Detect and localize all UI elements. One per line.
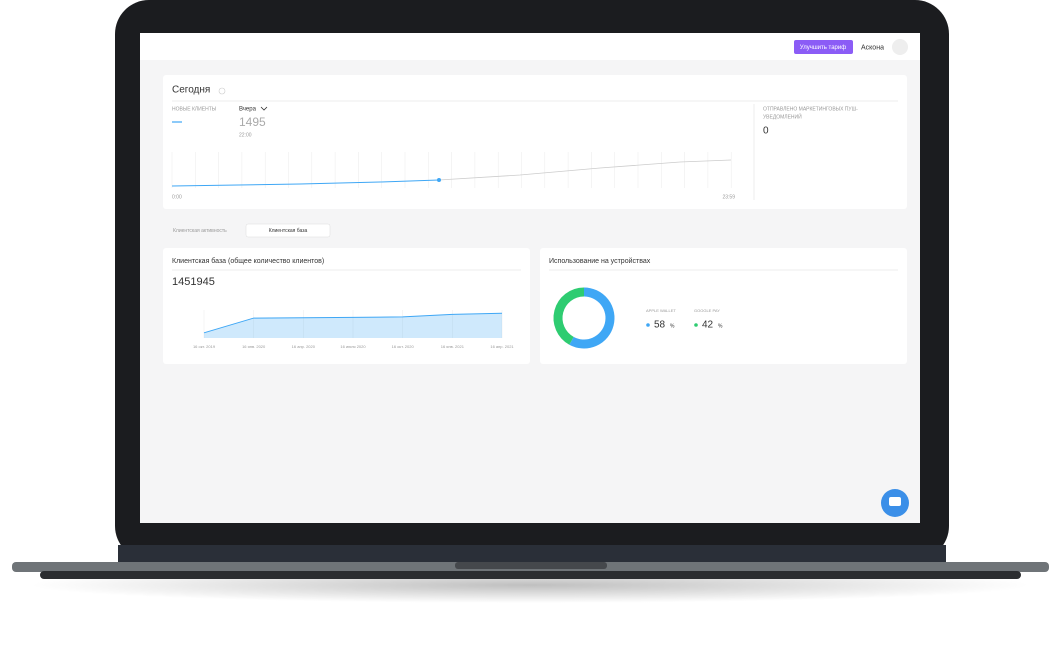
value: 1495 xyxy=(239,115,266,129)
area xyxy=(204,313,502,338)
upgrade-button[interactable] xyxy=(794,40,853,54)
push-label: УВЕДОМЛЕНИЙ xyxy=(763,112,802,120)
label: НОВЫЕ КЛИЕНТЫ xyxy=(172,106,217,112)
x-tick-label: 16 апр. 2020 xyxy=(292,344,316,349)
legend-label: GOOGLE PAY xyxy=(694,308,720,313)
info-icon xyxy=(218,87,226,95)
card-title: Клиентская база (общее количество клиент… xyxy=(172,257,324,265)
legend-unit: % xyxy=(670,323,675,329)
legend-unit: % xyxy=(718,323,723,329)
donut-segment xyxy=(569,287,615,349)
x-tick-label: 16 янв. 2021 xyxy=(441,344,465,349)
today-title: Сегодня xyxy=(172,85,210,96)
x-tick-label: 16 янв. 2020 xyxy=(242,344,266,349)
period-select[interactable]: Вчера xyxy=(239,107,257,113)
line xyxy=(203,312,503,334)
end-time: 23:59 xyxy=(722,194,735,200)
client-base-card xyxy=(163,248,530,364)
chevron xyxy=(260,106,268,111)
today-card xyxy=(163,75,907,209)
legend-value: 58 xyxy=(654,320,666,331)
tab-active[interactable] xyxy=(245,223,331,238)
x-tick-label: 16 апр. 2021 xyxy=(490,344,514,349)
base-bottom xyxy=(40,571,1021,579)
point xyxy=(437,178,441,182)
bezel-bottom xyxy=(118,545,946,563)
push-value: 0 xyxy=(763,126,769,137)
today-line xyxy=(171,179,440,187)
yesterday-line xyxy=(438,159,732,181)
tab[interactable]: Клиентская активность xyxy=(173,228,227,234)
top-bar xyxy=(140,33,920,60)
legend-label: APPLE WALLET xyxy=(646,308,676,313)
x-tick-label: 16 окт. 2019 xyxy=(193,344,216,349)
user-name[interactable]: Аскона xyxy=(861,44,884,51)
legend-dot xyxy=(694,323,698,327)
upgrade-text: Улучшить тариф xyxy=(800,45,846,51)
start-time: 0:00 xyxy=(172,194,182,200)
avatar[interactable] xyxy=(892,39,908,55)
chart-grid xyxy=(171,152,732,188)
push-label: ОТПРАВЛЕНО МАРКЕТИНГОВЫХ ПУШ- xyxy=(763,106,858,112)
card-title: Использование на устройствах xyxy=(549,257,651,265)
total: 1451945 xyxy=(172,276,215,288)
legend-dot xyxy=(646,323,650,327)
tab[interactable]: Клиентская база xyxy=(269,228,308,234)
notch xyxy=(455,562,607,569)
legend-value: 42 xyxy=(702,320,714,331)
donut-segment xyxy=(553,287,585,345)
x-tick-label: 16 окт. 2020 xyxy=(392,344,415,349)
x-tick-label: 16 июля 2020 xyxy=(340,344,366,349)
devices-card xyxy=(540,248,907,364)
time: 22:00 xyxy=(239,132,252,138)
chat-icon xyxy=(889,497,901,506)
